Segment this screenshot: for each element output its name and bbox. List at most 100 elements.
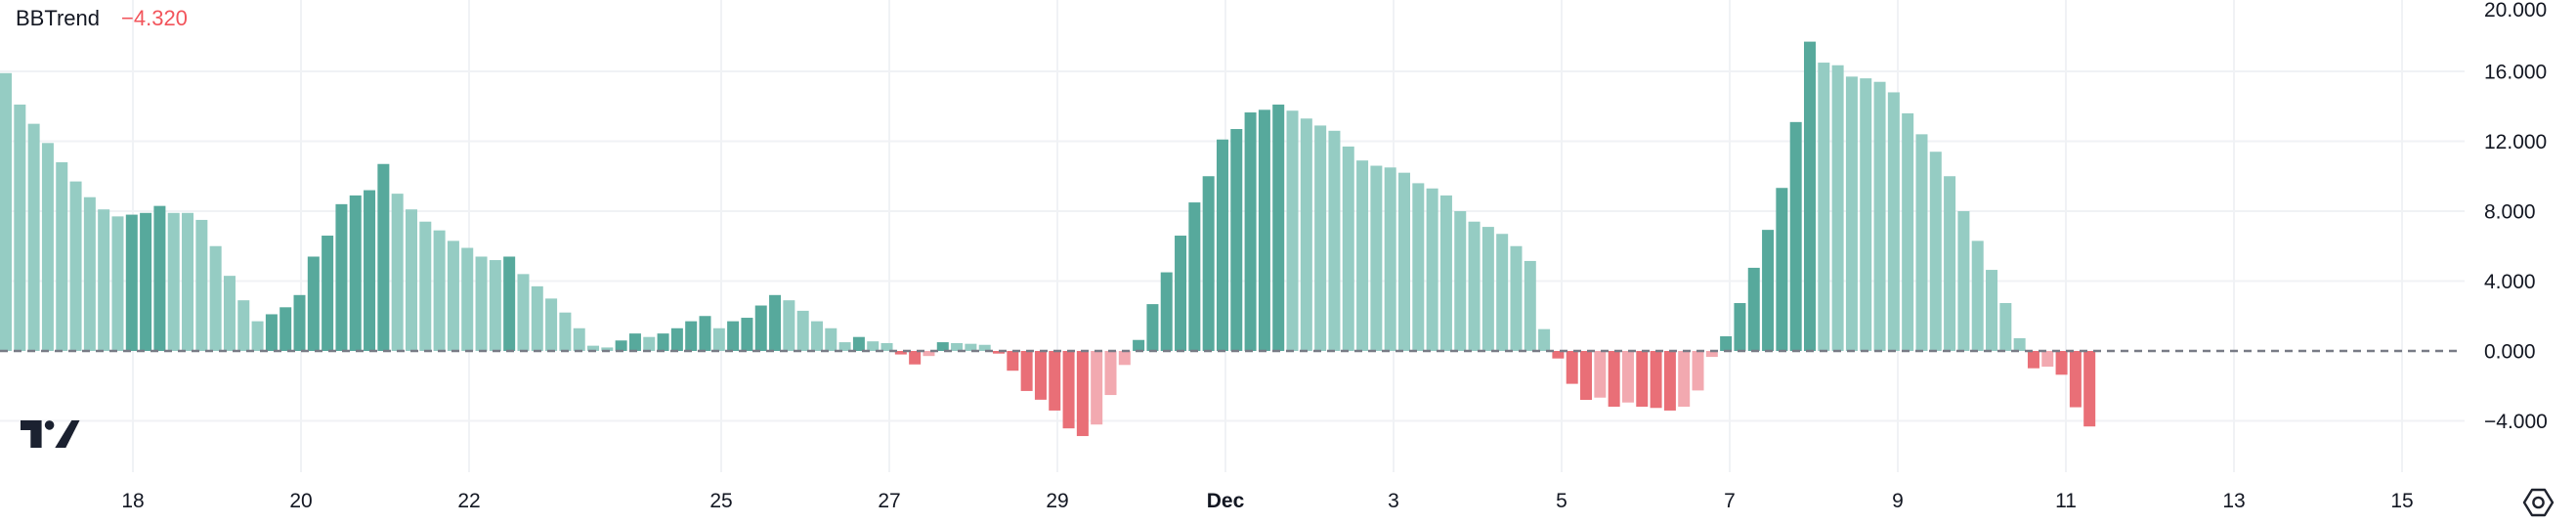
time-axis-label: 15 <box>2390 490 2413 512</box>
histogram-bar <box>587 345 600 351</box>
histogram-bar <box>1091 351 1103 425</box>
histogram-bar <box>2055 351 2068 375</box>
histogram-bar <box>1873 81 1886 351</box>
histogram-bar <box>1007 351 1019 371</box>
price-axis-label: 4.000 <box>2484 271 2536 293</box>
histogram-bar <box>1944 176 1956 351</box>
histogram-bar <box>153 205 166 351</box>
histogram-bars <box>0 41 2096 437</box>
histogram-bar <box>1258 109 1270 351</box>
histogram-bar <box>1481 227 1494 351</box>
histogram-bar <box>1175 236 1187 351</box>
histogram-bar <box>1412 183 1425 351</box>
histogram-bar <box>391 194 404 352</box>
histogram-bar <box>1524 260 1536 351</box>
histogram-bar <box>615 340 627 351</box>
histogram-bar <box>209 245 222 351</box>
histogram-bar <box>265 314 278 351</box>
histogram-bar <box>769 294 782 351</box>
histogram-bar <box>559 312 572 351</box>
histogram-bar <box>965 343 977 351</box>
histogram-bar <box>699 316 711 351</box>
histogram-bar <box>657 333 669 352</box>
histogram-bar <box>545 298 558 352</box>
histogram-bar <box>712 328 725 351</box>
histogram-bar <box>377 163 390 351</box>
histogram-bar <box>1496 234 1509 351</box>
histogram-bar <box>489 260 501 351</box>
histogram-bar <box>1580 351 1593 401</box>
price-axis-label: 16.000 <box>2484 62 2547 84</box>
price-axis-label: 20.000 <box>2484 0 2547 22</box>
histogram-bar <box>2041 351 2054 368</box>
histogram-bar <box>909 351 922 365</box>
histogram-bar <box>628 333 641 352</box>
histogram-bar <box>14 104 26 352</box>
histogram-bar <box>1831 65 1844 352</box>
histogram-bar <box>754 305 767 351</box>
histogram-bar <box>1244 112 1257 351</box>
histogram-bar <box>475 256 488 351</box>
histogram-bar <box>810 321 823 351</box>
histogram-bar <box>1133 339 1145 351</box>
histogram-bar <box>601 347 614 351</box>
indicator-legend[interactable]: BBTrend −4.320 <box>16 4 188 33</box>
time-axis[interactable]: 18 20 22 25 27 29 Dec 3 5 7 9 11 13 15 <box>121 490 2413 512</box>
histogram-bar <box>1398 172 1410 351</box>
time-axis-label: 20 <box>289 490 312 512</box>
time-axis-label: 5 <box>1556 490 1567 512</box>
histogram-bar <box>1971 240 1984 351</box>
histogram-bar <box>825 328 837 351</box>
price-axis-label: 12.000 <box>2484 131 2547 153</box>
tradingview-logo-icon <box>21 420 80 448</box>
histogram-bar <box>1747 267 1760 351</box>
histogram-bar <box>1426 188 1438 351</box>
histogram-bar <box>880 342 893 351</box>
histogram-bar <box>1663 351 1676 411</box>
histogram-bar <box>1734 303 1746 351</box>
histogram-bar <box>978 344 991 351</box>
histogram-bar <box>364 190 376 351</box>
histogram-bar <box>405 209 417 351</box>
histogram-bar <box>1621 351 1634 403</box>
histogram-bar <box>852 336 865 351</box>
histogram-bar <box>1328 130 1341 351</box>
histogram-bar <box>182 212 194 351</box>
histogram-bar <box>125 214 138 351</box>
histogram-bar <box>936 342 949 351</box>
indicator-value: −4.320 <box>121 6 188 30</box>
price-axis[interactable]: 20.000 16.000 12.000 8.000 4.000 0.000 −4.000 <box>2484 0 2548 433</box>
time-axis-label: 9 <box>1892 490 1904 512</box>
time-axis-label: 27 <box>878 490 900 512</box>
histogram-bar <box>1845 76 1858 352</box>
histogram-bar <box>1230 128 1243 351</box>
histogram-bar <box>1146 304 1159 351</box>
gear-icon <box>2522 488 2555 517</box>
histogram-bar <box>1510 245 1523 351</box>
histogram-bar <box>1692 351 1704 391</box>
time-axis-label: 3 <box>1388 490 1399 512</box>
histogram-bar <box>1957 211 1970 351</box>
price-axis-label: 0.000 <box>2484 341 2536 364</box>
histogram-bar <box>56 161 68 351</box>
histogram-bar <box>1272 104 1285 352</box>
histogram-bar <box>1188 202 1201 351</box>
histogram-bar <box>1986 270 1998 351</box>
histogram-bar <box>447 240 459 351</box>
histogram-bar <box>1789 121 1802 351</box>
histogram-bar <box>531 285 543 351</box>
histogram-bar <box>1356 160 1369 351</box>
price-axis-label: 8.000 <box>2484 201 2536 224</box>
histogram-bar <box>279 307 292 351</box>
histogram-bar <box>1286 110 1299 351</box>
histogram-bar <box>1454 211 1467 351</box>
histogram-bar <box>1720 335 1733 351</box>
histogram-bar <box>1566 351 1578 384</box>
tradingview-logo[interactable] <box>21 419 81 449</box>
histogram-bar <box>838 342 851 351</box>
histogram-bar <box>1342 146 1354 351</box>
histogram-bar <box>419 221 432 351</box>
price-scale-settings-button[interactable] <box>2520 487 2555 518</box>
histogram-bar <box>83 196 96 351</box>
